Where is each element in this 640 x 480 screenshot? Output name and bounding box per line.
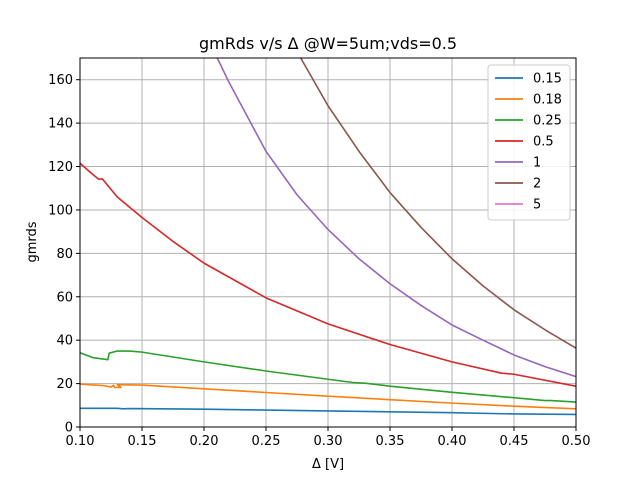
legend-entry-0.15: 0.15 [533,72,562,87]
y-tick-label: 120 [48,160,73,175]
x-tick-label: 0.30 [314,434,343,449]
legend-box [487,64,571,221]
x-axis-label: Δ [V] [312,457,344,472]
y-tick-label: 140 [48,117,73,132]
legend-entry-0.25: 0.25 [533,114,562,129]
series-line-1 [216,58,576,378]
chart-title: gmRds v/s Δ @W=5um;vds=0.5 [199,34,457,53]
y-tick-label: 60 [56,290,73,305]
series-line-0.15 [80,407,576,416]
legend-entry-2: 2 [533,177,541,192]
series-line-0.25 [80,350,576,403]
x-tick-label: 0.15 [128,434,157,449]
y-tick-label: 160 [48,73,73,88]
series-line-2 [299,58,576,349]
x-tick-label: 0.50 [562,434,591,449]
series-line-0.18 [80,383,576,410]
legend-entry-0.5: 0.5 [533,135,554,150]
y-tick-label: 40 [56,334,73,349]
legend-entry-1: 1 [533,156,541,171]
x-tick-label: 0.45 [500,434,529,449]
x-tick-label: 0.25 [252,434,281,449]
series-line-0.5 [80,162,576,387]
x-tick-label: 0.40 [438,434,467,449]
legend-entry-0.18: 0.18 [533,93,562,108]
x-tick-label: 0.10 [66,434,95,449]
grid [79,58,577,428]
x-tick-label: 0.20 [190,434,219,449]
series-lines [80,58,576,416]
y-tick-label: 0 [65,421,73,436]
legend: 0.15 0.18 0.25 0.5 1 2 5 [487,64,571,221]
x-tick-label: 0.35 [376,434,405,449]
y-tick-label: 80 [56,247,73,262]
y-tick-label: 100 [48,203,73,218]
y-tick-label: 20 [56,377,73,392]
y-axis-label: gmrds [25,221,40,262]
legend-entry-5: 5 [533,198,541,213]
axis-ticks: 0.10 0.15 0.20 0.25 0.30 0.35 0.40 0.45 0.50 0 20 4… [48,73,590,449]
